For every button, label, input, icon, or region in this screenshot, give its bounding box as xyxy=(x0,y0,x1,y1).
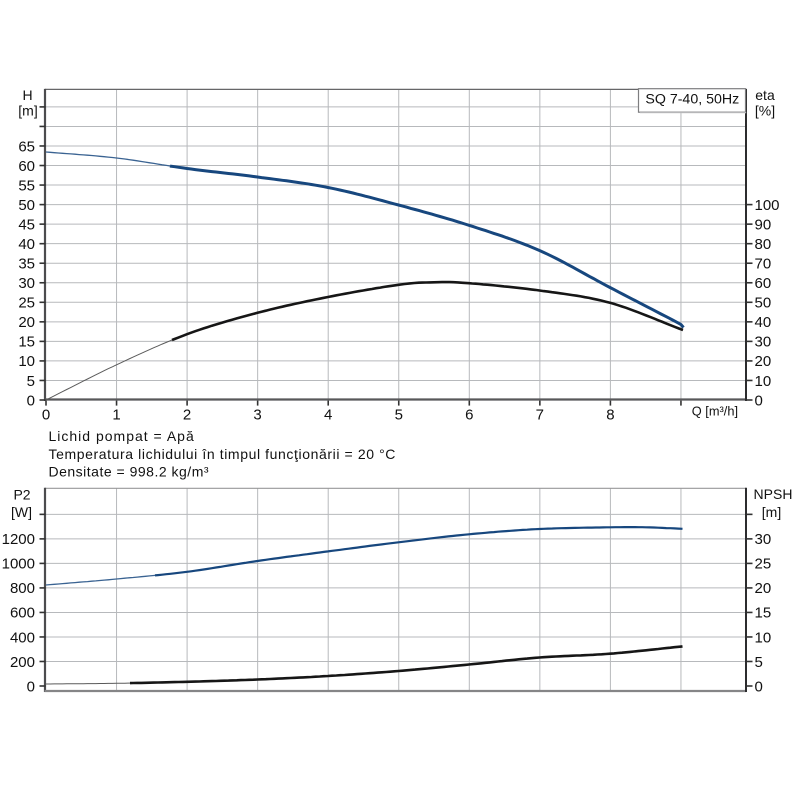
svg-text:10: 10 xyxy=(755,629,772,646)
svg-text:7: 7 xyxy=(536,406,544,423)
svg-text:20: 20 xyxy=(755,580,772,597)
svg-text:5: 5 xyxy=(27,373,35,390)
svg-text:4: 4 xyxy=(324,406,332,423)
svg-text:600: 600 xyxy=(10,605,35,622)
svg-text:[m]: [m] xyxy=(762,504,781,520)
svg-text:20: 20 xyxy=(755,353,772,370)
svg-text:2: 2 xyxy=(183,406,191,423)
svg-text:0: 0 xyxy=(755,392,763,409)
svg-text:80: 80 xyxy=(755,236,772,253)
svg-text:eta: eta xyxy=(755,87,775,103)
svg-text:60: 60 xyxy=(755,275,772,292)
svg-text:65: 65 xyxy=(18,138,35,155)
svg-text:60: 60 xyxy=(18,158,35,175)
svg-text:70: 70 xyxy=(755,256,772,273)
svg-text:30: 30 xyxy=(755,334,772,351)
svg-text:Q [m³/h]: Q [m³/h] xyxy=(692,404,738,419)
svg-text:[m]: [m] xyxy=(18,103,37,119)
svg-text:Densitate = 998.2 kg/m³: Densitate = 998.2 kg/m³ xyxy=(49,464,210,480)
svg-text:50: 50 xyxy=(18,197,35,214)
svg-text:5: 5 xyxy=(755,654,763,671)
svg-text:25: 25 xyxy=(18,295,35,312)
svg-text:[%]: [%] xyxy=(755,103,775,119)
svg-text:10: 10 xyxy=(755,373,772,390)
svg-text:SQ 7-40, 50Hz: SQ 7-40, 50Hz xyxy=(645,92,739,108)
svg-text:Lichid pompat = Apă: Lichid pompat = Apă xyxy=(49,428,195,444)
svg-text:H: H xyxy=(22,87,32,103)
svg-text:30: 30 xyxy=(755,531,772,548)
svg-text:90: 90 xyxy=(755,216,772,233)
svg-text:20: 20 xyxy=(18,314,35,331)
svg-text:400: 400 xyxy=(10,629,35,646)
svg-text:1000: 1000 xyxy=(2,556,35,573)
svg-text:5: 5 xyxy=(395,406,403,423)
svg-text:50: 50 xyxy=(755,295,772,312)
svg-text:800: 800 xyxy=(10,580,35,597)
svg-text:45: 45 xyxy=(18,216,35,233)
svg-text:15: 15 xyxy=(755,605,772,622)
svg-text:200: 200 xyxy=(10,654,35,671)
svg-text:0: 0 xyxy=(27,678,35,695)
svg-text:1: 1 xyxy=(112,406,120,423)
svg-text:15: 15 xyxy=(18,334,35,351)
svg-text:35: 35 xyxy=(18,256,35,273)
svg-text:3: 3 xyxy=(253,406,261,423)
svg-text:10: 10 xyxy=(18,353,35,370)
svg-text:NPSH: NPSH xyxy=(754,486,793,502)
svg-text:25: 25 xyxy=(755,556,772,573)
svg-text:40: 40 xyxy=(755,314,772,331)
svg-text:8: 8 xyxy=(606,406,614,423)
svg-text:0: 0 xyxy=(42,406,50,423)
svg-text:P2: P2 xyxy=(13,486,30,502)
svg-text:30: 30 xyxy=(18,275,35,292)
svg-text:55: 55 xyxy=(18,177,35,194)
svg-text:[W]: [W] xyxy=(11,504,32,520)
svg-text:100: 100 xyxy=(755,197,780,214)
svg-text:40: 40 xyxy=(18,236,35,253)
svg-text:Temperatura lichidului în timp: Temperatura lichidului în timpul funcţio… xyxy=(49,446,397,462)
svg-text:0: 0 xyxy=(755,678,763,695)
svg-text:0: 0 xyxy=(27,392,35,409)
svg-text:1200: 1200 xyxy=(2,531,35,548)
svg-text:6: 6 xyxy=(465,406,473,423)
